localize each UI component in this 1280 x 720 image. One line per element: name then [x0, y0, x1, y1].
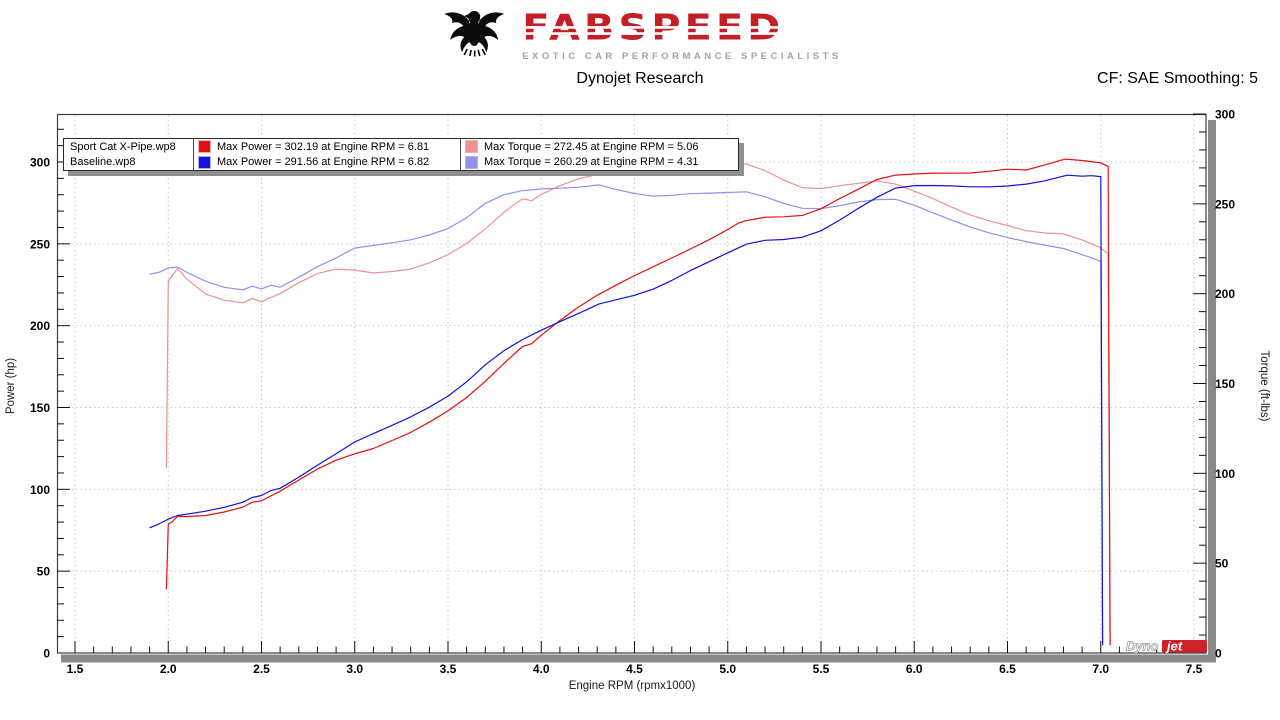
- x-tick-label: 4.5: [626, 662, 643, 676]
- power-tick-label: 200: [30, 319, 50, 333]
- power-tick-label: 50: [37, 565, 51, 579]
- plot-border: [56, 113, 1207, 654]
- power-color-swatch: [198, 140, 211, 154]
- power-tick-label: 250: [30, 237, 50, 251]
- dyno-curves: [149, 158, 1111, 646]
- fabspeed-eagle-icon: [444, 11, 505, 57]
- baseline-torque-line: [149, 184, 1104, 646]
- x-axis-title: Engine RPM (rpmx1000): [569, 680, 696, 692]
- torque-color-swatch: [465, 140, 478, 154]
- x-tick-label: 5.0: [719, 662, 736, 676]
- power-tick-label: 300: [30, 156, 50, 170]
- torque-tick-label: 100: [1215, 467, 1235, 481]
- torque-tick-label: 200: [1215, 287, 1235, 301]
- x-tick-label: 2.0: [160, 662, 177, 676]
- power-tick-label: 150: [30, 401, 50, 415]
- max-power-label: Max Power = 291.56 at Engine RPM = 6.82: [217, 156, 430, 169]
- legend-power-cell: Max Power = 291.56 at Engine RPM = 6.82: [193, 154, 460, 170]
- x-tick-label: 3.0: [346, 662, 363, 676]
- legend-row-baseline: Baseline.wp8 Max Power = 291.56 at Engin…: [64, 154, 738, 170]
- axis-shadow-right: [1208, 120, 1216, 661]
- torque-tick-label: 0: [1215, 647, 1222, 661]
- legend-file-name: Sport Cat X-Pipe.wp8: [70, 140, 176, 153]
- x-tick-label: 3.5: [440, 662, 457, 676]
- torque-tick-label: 300: [1215, 108, 1235, 122]
- axis-tick-labels: 1.5 2.0 2.5 3.0 3.5 4.0 4.5 5.0 5.5 6.0 6.5 7.0 7.5 0…: [30, 108, 1235, 677]
- max-power-label: Max Power = 302.19 at Engine RPM = 6.81: [217, 140, 430, 153]
- dynojet-watermark-jet-text: jet: [1165, 639, 1183, 654]
- max-torque-label: Max Torque = 260.29 at Engine RPM = 4.31: [484, 156, 699, 169]
- legend-torque-cell: Max Torque = 272.45 at Engine RPM = 5.06: [460, 139, 738, 155]
- sportcat-power-line: [165, 158, 1111, 645]
- x-tick-label: 6.0: [906, 662, 923, 676]
- torque-tick-label: 50: [1215, 557, 1229, 571]
- x-tick-label: 2.5: [253, 662, 270, 676]
- x-tick-label: 7.5: [1186, 662, 1203, 676]
- sportcat-torque-line: [165, 163, 1111, 646]
- power-tick-label: 0: [43, 647, 50, 661]
- brand-stripe: [519, 32, 845, 35]
- left-axis-title: Power (hp): [5, 358, 17, 414]
- legend-power-cell: Max Power = 302.19 at Engine RPM = 6.81: [193, 139, 460, 155]
- brand-wordmark: FABSPEED: [519, 10, 845, 45]
- legend-file-name: Baseline.wp8: [70, 156, 136, 169]
- power-tick-label: 100: [30, 483, 50, 497]
- gridlines: [58, 115, 1205, 652]
- dynojet-watermark-dyno-text: Dyno: [1126, 639, 1159, 654]
- torque-tick-label: 150: [1215, 377, 1235, 391]
- power-color-swatch: [198, 155, 211, 169]
- max-torque-label: Max Torque = 272.45 at Engine RPM = 5.06: [484, 140, 699, 153]
- legend-box: Sport Cat X-Pipe.wp8 Max Power = 302.19 …: [63, 138, 739, 171]
- x-tick-label: 5.5: [813, 662, 830, 676]
- brand-tagline: EXOTIC CAR PERFORMANCE SPECIALISTS: [522, 51, 842, 62]
- axis-ticks: [57, 113, 1206, 653]
- fabspeed-logo: FABSPEED EXOTIC CAR PERFORMANCE SPECIALI…: [438, 5, 845, 62]
- legend-torque-cell: Max Torque = 260.29 at Engine RPM = 4.31: [460, 154, 738, 170]
- torque-color-swatch: [465, 155, 478, 169]
- dynojet-watermark-red-box: [1162, 640, 1207, 653]
- x-tick-label: 4.0: [533, 662, 550, 676]
- x-tick-label: 7.0: [1092, 662, 1109, 676]
- dynojet-watermark: Dyno jet: [1126, 638, 1207, 654]
- correction-smoothing-label: CF: SAE Smoothing: 5: [1097, 70, 1258, 87]
- x-tick-label: 6.5: [999, 662, 1016, 676]
- right-axis-title: Torque (ft-lbs): [1258, 351, 1270, 422]
- brand-stripe: [519, 26, 845, 29]
- torque-tick-label: 250: [1215, 197, 1235, 211]
- chart-title: Dynojet Research: [576, 70, 704, 87]
- axis-shadow-bottom: [61, 654, 1216, 663]
- legend-row-sportcat: Sport Cat X-Pipe.wp8 Max Power = 302.19 …: [64, 139, 738, 155]
- baseline-power-line: [149, 174, 1104, 645]
- x-tick-label: 1.5: [67, 662, 84, 676]
